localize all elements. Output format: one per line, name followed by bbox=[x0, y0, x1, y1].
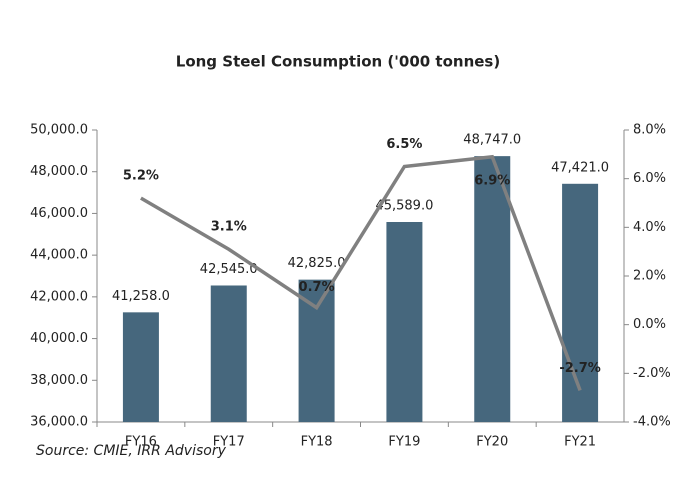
y2-tick-label: 8.0% bbox=[633, 123, 666, 138]
line-value-label: 0.7% bbox=[299, 280, 335, 295]
x-tick-label: FY17 bbox=[213, 435, 245, 450]
y2-tick-label: 6.0% bbox=[633, 171, 666, 186]
line-value-label: 6.9% bbox=[474, 173, 510, 188]
x-tick-label: FY16 bbox=[125, 435, 157, 450]
y-tick-label: 48,000.0 bbox=[30, 164, 88, 179]
y-tick-label: 40,000.0 bbox=[30, 331, 88, 346]
bar bbox=[122, 312, 159, 422]
y-tick-label: 38,000.0 bbox=[30, 373, 88, 388]
y-tick-label: 42,000.0 bbox=[30, 289, 88, 304]
bar-value-label: 45,589.0 bbox=[375, 199, 433, 214]
bar-value-label: 42,545.0 bbox=[200, 262, 258, 277]
bar-value-label: 42,825.0 bbox=[288, 256, 346, 271]
x-tick-label: FY21 bbox=[564, 435, 596, 450]
x-tick-label: FY20 bbox=[476, 435, 508, 450]
bar bbox=[562, 183, 599, 422]
y-tick-label: 44,000.0 bbox=[30, 248, 88, 263]
bar bbox=[474, 156, 511, 422]
chart-title: Long Steel Consumption ('000 tonnes) bbox=[176, 53, 500, 71]
y2-tick-label: 4.0% bbox=[633, 220, 666, 235]
x-tick-label: FY18 bbox=[301, 435, 333, 450]
bar-value-label: 48,747.0 bbox=[463, 133, 521, 148]
y2-tick-label: 0.0% bbox=[633, 317, 666, 332]
y2-tick-label: -2.0% bbox=[633, 366, 671, 381]
line-value-label: 3.1% bbox=[211, 220, 247, 235]
y2-tick-label: 2.0% bbox=[633, 269, 666, 284]
x-tick-label: FY19 bbox=[388, 435, 420, 450]
y-tick-label: 50,000.0 bbox=[30, 123, 88, 138]
line-value-label: 5.2% bbox=[123, 169, 159, 184]
line-value-label: -2.7% bbox=[559, 361, 600, 376]
bar bbox=[386, 222, 423, 422]
y-tick-label: 36,000.0 bbox=[30, 415, 88, 430]
source-note: Source: CMIE, IRR Advisory bbox=[36, 443, 227, 459]
y2-tick-label: -4.0% bbox=[633, 415, 671, 430]
bar bbox=[298, 279, 335, 422]
bar-value-label: 47,421.0 bbox=[551, 160, 609, 175]
bar bbox=[210, 285, 247, 422]
bar-value-label: 41,258.0 bbox=[112, 289, 170, 304]
line-value-label: 6.5% bbox=[386, 137, 422, 152]
line bbox=[140, 154, 582, 391]
y-tick-label: 46,000.0 bbox=[30, 206, 88, 221]
